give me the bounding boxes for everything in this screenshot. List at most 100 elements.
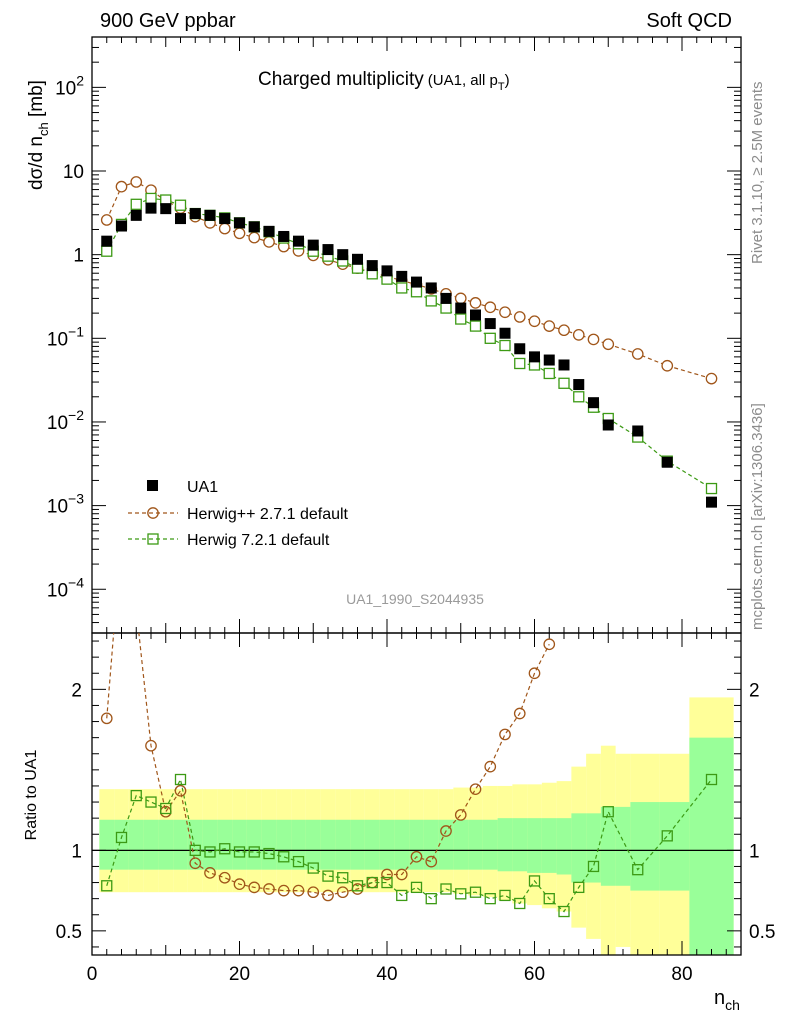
herwigpp-point	[528, 315, 541, 328]
herwig7-point	[425, 295, 437, 307]
ratio-band-inner	[571, 813, 587, 883]
ua1-point	[337, 249, 349, 261]
ratio-herwigpp-point	[100, 712, 113, 725]
ratio-band-inner	[468, 819, 483, 870]
ratio-herwigpp-point	[204, 867, 216, 879]
ratio-band-inner	[556, 818, 572, 875]
ratio-herwig7-point	[632, 864, 644, 876]
ratio-band-inner	[497, 818, 513, 872]
ratio-herwigpp-point	[131, 604, 141, 614]
ratio-herwig7-point	[366, 876, 378, 889]
ratio-herwig7-point	[130, 789, 142, 802]
ratio-herwig7-point	[263, 847, 275, 860]
legend-marker-herwigpp	[147, 507, 159, 519]
main-y-tick-label: 10−2	[47, 407, 84, 434]
x-tick-label: 40	[376, 964, 397, 985]
herwigpp-point	[631, 348, 644, 360]
herwigpp-point	[661, 359, 674, 372]
main-y-tick-label-exp: −2	[68, 407, 84, 423]
ua1-point	[514, 343, 526, 355]
main-y-tick-label-exp: 2	[76, 72, 84, 88]
herwigpp-point	[233, 227, 246, 240]
ratio-herwig7-point	[233, 846, 246, 858]
main-title-sub: (UA1, all p	[428, 72, 498, 89]
main-y-tick-label-exp: −1	[68, 323, 84, 339]
main-ylabel: dσ/d nch [mb]	[26, 80, 51, 190]
ua1-point	[440, 292, 452, 304]
ratio-herwig7-point	[587, 860, 600, 873]
ratio-herwigpp-point	[189, 857, 202, 870]
ratio-herwigpp-point	[116, 531, 126, 541]
ua1-point	[204, 209, 216, 221]
mcplots-label: mcplots.cern.ch [arXiv:1306.3436]	[749, 403, 766, 630]
ua1-point	[160, 203, 172, 215]
herwig7-point	[410, 286, 423, 298]
ratio-herwigpp-point	[174, 784, 187, 797]
herwig7-point	[174, 199, 187, 211]
main-y-tick-label: 10−3	[47, 491, 84, 518]
header-right-label: Soft QCD	[646, 10, 732, 32]
main-y-tick-label: 10−1	[47, 323, 84, 350]
ratio-herwigpp-point	[336, 886, 349, 899]
x-axis-label-sub: ch	[725, 997, 740, 1013]
herwig7-point	[499, 339, 511, 352]
ratio-herwigpp-point	[469, 783, 482, 796]
herwigpp-point	[558, 324, 570, 337]
main-title: Charged multiplicity (UA1, all pT)	[258, 69, 510, 93]
main-ylabel-sub: ch	[36, 122, 51, 136]
ua1-point	[558, 359, 570, 371]
ua1-point	[352, 253, 363, 265]
ua1-point	[248, 221, 260, 233]
herwigpp-point	[248, 231, 261, 244]
herwigpp-point	[115, 180, 128, 193]
legend-label-herwig7: Herwig 7.2.1 default	[187, 532, 330, 549]
ratio-band-inner	[409, 819, 424, 870]
ua1-point	[529, 351, 540, 363]
ratio-herwigpp-point	[440, 825, 452, 837]
x-tick-label: 0	[87, 964, 98, 985]
ratio-band-inner	[630, 802, 660, 891]
ua1-point	[425, 282, 437, 294]
ratio-herwigpp-point	[425, 855, 438, 868]
ratio-herwig7-point	[440, 883, 452, 895]
main-title-text: Charged multiplicity	[258, 69, 424, 90]
ratio-band-inner	[276, 819, 292, 870]
ua1-point	[278, 230, 290, 242]
ua1-point	[175, 213, 186, 225]
ratio-band-inner	[173, 819, 188, 870]
ua1-point	[322, 244, 334, 256]
ua1-point	[189, 208, 201, 220]
ratio-herwig7-point	[351, 880, 364, 892]
ratio-herwig7-point	[292, 855, 305, 868]
ua1-point	[219, 213, 231, 225]
ratio-herwig7-line	[106, 777, 712, 913]
ratio-y-tick-label-right: 1	[749, 841, 760, 862]
herwigpp-points	[100, 176, 718, 385]
ratio-herwig7-point	[278, 851, 290, 863]
ratio-herwigpp-point	[322, 889, 334, 902]
ratio-herwig7-points	[101, 773, 718, 918]
ratio-y-tick-label-right: 0.5	[749, 922, 775, 943]
ratio-band-inner	[114, 819, 129, 870]
legend-marker-herwig7	[147, 533, 159, 545]
ratio-herwigpp-point	[410, 850, 423, 863]
ua1-point	[602, 419, 614, 431]
x-axis-label-text: n	[714, 987, 725, 1009]
ua1-point	[499, 327, 511, 339]
ua1-point	[101, 235, 113, 247]
ratio-band-inner	[689, 737, 734, 955]
ratio-herwig7-point	[528, 875, 541, 887]
ratio-herwig7-point	[410, 881, 423, 894]
herwig7-point	[101, 245, 113, 257]
ratio-band-inner	[659, 802, 690, 891]
ratio-y-tick-label: 1	[71, 841, 82, 862]
ratio-herwig7-point	[484, 893, 496, 905]
ratio-band-inner	[128, 819, 144, 870]
ua1-point	[455, 302, 467, 314]
ratio-band-inner	[320, 819, 336, 870]
main-y-tick-label-base: 10	[47, 413, 68, 434]
main-y-tick-label-exp: −4	[68, 574, 84, 590]
ua1-point	[145, 202, 157, 214]
ratio-herwigpp-point	[484, 760, 497, 773]
